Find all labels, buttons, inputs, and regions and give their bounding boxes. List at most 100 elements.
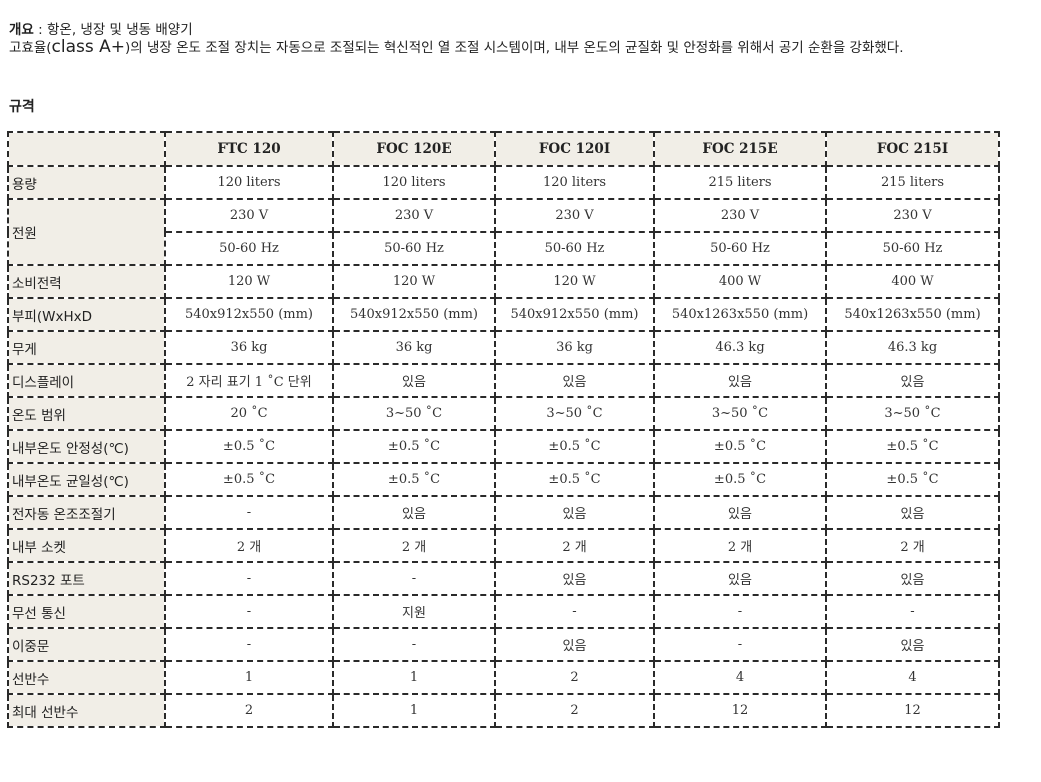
overview-description: 고효율(class A+)의 냉장 온도 조절 장치는 자동으로 조절되는 혁신…	[9, 39, 1034, 57]
table-row: 내부온도 안정성(℃) ±0.5 ˚C ±0.5 ˚C ±0.5 ˚C ±0.5…	[7, 429, 1000, 464]
table-cell: -	[653, 627, 827, 662]
table-cell: 2	[494, 693, 655, 728]
table-cell: -	[494, 594, 655, 629]
table-cell: 있음	[332, 363, 496, 398]
table-row: 최대 선반수 2 1 2 12 12	[7, 693, 1000, 728]
table-row: RS232 포트 - - 있음 있음 있음	[7, 561, 1000, 596]
table-cell: ±0.5 ˚C	[825, 429, 1000, 464]
table-row: 선반수 1 1 2 4 4	[7, 660, 1000, 695]
table-row: 내부 소켓 2 개 2 개 2 개 2 개 2 개	[7, 528, 1000, 563]
table-cell: 230 V	[332, 198, 496, 233]
table-cell: 12	[825, 693, 1000, 728]
table-cell: -	[164, 561, 334, 596]
table-row: 이중문 - - 있음 - 있음	[7, 627, 1000, 662]
table-cell: 있음	[653, 561, 827, 596]
table-cell: 있음	[494, 627, 655, 662]
row-label: 선반수	[7, 660, 166, 695]
table-cell: -	[825, 594, 1000, 629]
table-cell: 2 개	[164, 528, 334, 563]
table-row: 온도 범위 20 ˚C 3~50 ˚C 3~50 ˚C 3~50 ˚C 3~50…	[7, 396, 1000, 431]
table-cell: 있음	[494, 495, 655, 530]
table-cell: ±0.5 ˚C	[653, 429, 827, 464]
table-cell: 540x912x550 (mm)	[164, 297, 334, 332]
row-label: 내부온도 균일성(℃)	[7, 462, 166, 497]
table-cell: 있음	[653, 495, 827, 530]
table-row: 디스플레이 2 자리 표기 1 ˚C 단위 있음 있음 있음 있음	[7, 363, 1000, 398]
table-cell: 3~50 ˚C	[653, 396, 827, 431]
table-cell: 120 W	[494, 264, 655, 299]
table-cell: 120 liters	[332, 165, 496, 200]
overview-label: 개요	[9, 22, 34, 38]
table-cell: 36 kg	[164, 330, 334, 365]
table-cell: 3~50 ˚C	[332, 396, 496, 431]
table-cell: ±0.5 ˚C	[494, 429, 655, 464]
row-label: 소비전력	[7, 264, 166, 299]
table-row: 용량 120 liters 120 liters 120 liters 215 …	[7, 165, 1000, 200]
model-header: FTC 120	[164, 131, 334, 167]
row-label: 최대 선반수	[7, 693, 166, 728]
row-label: 전자동 온조조절기	[7, 495, 166, 530]
table-cell: 있음	[825, 363, 1000, 398]
table-cell: 2 자리 표기 1 ˚C 단위	[164, 363, 334, 398]
table-cell: -	[332, 627, 496, 662]
table-cell: ±0.5 ˚C	[164, 429, 334, 464]
table-cell: 4	[825, 660, 1000, 695]
table-cell: 1	[332, 660, 496, 695]
table-row: 전자동 온조조절기 - 있음 있음 있음 있음	[7, 495, 1000, 530]
table-cell: 230 V	[494, 198, 655, 233]
table-cell: 있음	[332, 495, 496, 530]
table-cell: ±0.5 ˚C	[653, 462, 827, 497]
table-cell: 2	[494, 660, 655, 695]
row-label: 내부온도 안정성(℃)	[7, 429, 166, 464]
table-cell: 540x912x550 (mm)	[494, 297, 655, 332]
table-cell: 지원	[332, 594, 496, 629]
model-header: FOC 120E	[332, 131, 496, 167]
table-row: 50-60 Hz 50-60 Hz 50-60 Hz 50-60 Hz 50-6…	[8, 231, 1000, 266]
table-cell: 12	[653, 693, 827, 728]
spec-table: FTC 120 FOC 120E FOC 120I FOC 215E FOC 2…	[7, 131, 1000, 728]
table-cell: 400 W	[653, 264, 827, 299]
table-cell: ±0.5 ˚C	[494, 462, 655, 497]
table-cell: ±0.5 ˚C	[164, 462, 334, 497]
table-cell: 230 V	[164, 198, 334, 233]
table-cell: 215 liters	[825, 165, 1000, 200]
table-cell: 2	[164, 693, 334, 728]
header-row: FTC 120 FOC 120E FOC 120I FOC 215E FOC 2…	[7, 131, 1000, 167]
table-row: 무선 통신 - 지원 - - -	[7, 594, 1000, 629]
row-label: 용량	[7, 165, 166, 200]
table-cell: 2 개	[494, 528, 655, 563]
table-cell: 46.3 kg	[653, 330, 827, 365]
table-cell: 46.3 kg	[825, 330, 1000, 365]
overview-headline: 항온, 냉장 및 냉동 배양기	[46, 22, 193, 38]
table-cell: 120 W	[164, 264, 334, 299]
table-cell: 1	[332, 693, 496, 728]
table-cell: 2 개	[825, 528, 1000, 563]
table-row: 내부온도 균일성(℃) ±0.5 ˚C ±0.5 ˚C ±0.5 ˚C ±0.5…	[7, 462, 1000, 497]
table-cell: 50-60 Hz	[164, 231, 334, 266]
intro-section: 개요 : 항온, 냉장 및 냉동 배양기 고효율(class A+)의 냉장 온…	[9, 22, 1034, 57]
table-cell: 540x1263x550 (mm)	[653, 297, 827, 332]
row-label: 내부 소켓	[7, 528, 166, 563]
table-cell: 1	[164, 660, 334, 695]
table-cell: 20 ˚C	[164, 396, 334, 431]
desc-prefix: 고효율(	[9, 40, 52, 56]
row-label: 전원	[7, 198, 166, 266]
table-cell: 있음	[653, 363, 827, 398]
table-cell: 2 개	[653, 528, 827, 563]
table-cell: 215 liters	[653, 165, 827, 200]
model-header: FOC 120I	[494, 131, 655, 167]
table-cell: 400 W	[825, 264, 1000, 299]
table-cell: 있음	[494, 561, 655, 596]
desc-suffix: )의 냉장 온도 조절 장치는 자동으로 조절되는 혁신적인 열 조절 시스템이…	[125, 40, 904, 56]
model-header: FOC 215I	[825, 131, 1000, 167]
row-label: 이중문	[7, 627, 166, 662]
table-cell: ±0.5 ˚C	[825, 462, 1000, 497]
table-cell: -	[164, 594, 334, 629]
table-cell: 120 W	[332, 264, 496, 299]
table-row: 소비전력 120 W 120 W 120 W 400 W 400 W	[7, 264, 1000, 299]
table-cell: 230 V	[653, 198, 827, 233]
table-cell: 540x912x550 (mm)	[332, 297, 496, 332]
table-cell: -	[653, 594, 827, 629]
model-header: FOC 215E	[653, 131, 827, 167]
table-cell: 있음	[494, 363, 655, 398]
